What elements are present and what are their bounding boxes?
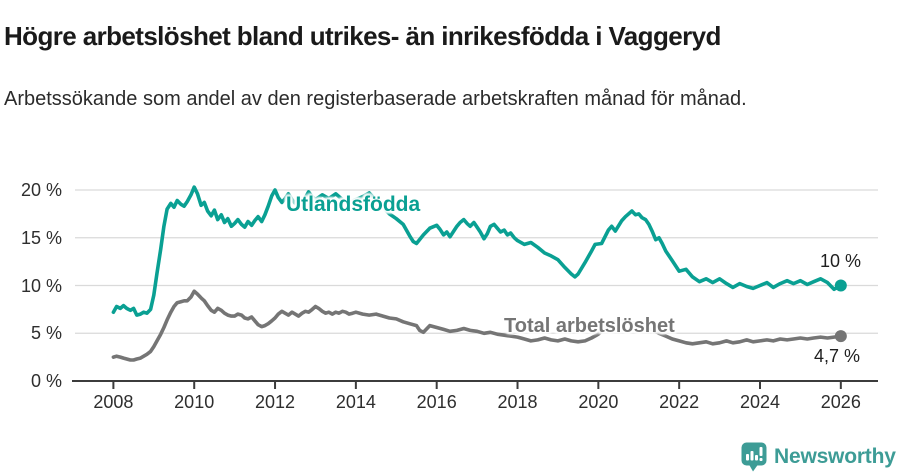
y-tick-label: 20 % [20,180,62,200]
chart-subtitle: Arbetssökande som andel av den registerb… [4,88,747,110]
end-dot-utlandsfodda [834,279,847,292]
bar-chart-speech-bubble-icon [741,442,767,472]
y-tick-label: 15 % [20,227,62,248]
series-label-total-arbetsloshet: Total arbetslöshet [504,315,675,337]
series-label-utlandsfodda: Utlandsfödda [286,193,421,216]
y-tick-label: 10 % [20,275,62,296]
series-line-total [111,289,843,362]
x-tick-label: 2020 [578,392,619,412]
x-tick-label: 2016 [416,392,457,412]
gridlines [75,189,878,334]
x-tick-label: 2010 [174,392,215,412]
newsworthy-brand[interactable]: Newsworthy [741,442,896,472]
end-value-label-total: 4,7 % [814,346,861,366]
series-end-dots [834,279,847,343]
series-lines [111,185,843,362]
x-tick-label: 2012 [255,392,296,412]
x-axis [72,380,878,389]
end-value-label-utlandsfodda: 10 % [820,251,862,271]
x-tick-label: 2014 [335,392,376,412]
y-tick-label: 0 % [30,371,62,391]
x-tick-label: 2008 [93,392,134,412]
series-line-utlandsfodda [111,185,843,317]
x-tick-label: 2018 [497,392,538,412]
x-tick-label: 2026 [820,392,861,412]
x-tick-label: 2024 [739,392,780,412]
x-tick-label: 2022 [659,392,700,412]
end-dot-total [834,330,847,343]
y-tick-label: 5 % [30,323,62,344]
brand-name: Newsworthy [774,445,896,468]
page-title: Högre arbetslöshet bland utrikes- än inr… [4,21,721,52]
